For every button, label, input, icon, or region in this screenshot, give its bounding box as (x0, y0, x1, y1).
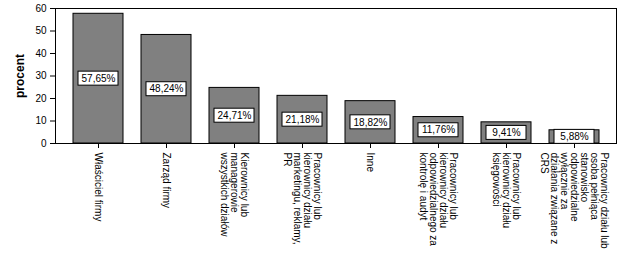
svg-text:9,41%: 9,41% (492, 127, 520, 138)
svg-text:0: 0 (41, 138, 47, 149)
svg-text:21,18%: 21,18% (286, 114, 320, 125)
svg-text:18,82%: 18,82% (354, 117, 388, 128)
svg-text:Pracownicy lubkierownicy dział: Pracownicy lubkierownicy działumarketing… (282, 153, 323, 245)
svg-text:24,71%: 24,71% (218, 110, 252, 121)
svg-text:procent: procent (13, 54, 27, 98)
svg-text:10: 10 (35, 115, 47, 126)
svg-text:48,24%: 48,24% (150, 83, 184, 94)
svg-text:57,65%: 57,65% (82, 73, 116, 84)
svg-text:20: 20 (35, 93, 47, 104)
svg-text:40: 40 (35, 48, 47, 59)
svg-text:Kierownicy lubmanagerowiewszys: Kierownicy lubmanagerowiewszystkich dzia… (219, 152, 250, 238)
svg-text:11,76%: 11,76% (422, 124, 455, 135)
svg-text:Pracownicy działu lubosoba peł: Pracownicy działu lubosoba pełniącastano… (539, 152, 610, 250)
svg-text:30: 30 (35, 70, 47, 81)
svg-text:50: 50 (35, 25, 47, 36)
svg-text:Pracownicy lubkierownicy dział: Pracownicy lubkierownicy działuodpowiedz… (418, 153, 459, 247)
svg-text:Pracownicy lubkierownicy dział: Pracownicy lubkierownicy działuksięgowoś… (491, 153, 522, 229)
svg-text:Zarząd firmy: Zarząd firmy (161, 153, 172, 209)
svg-text:60: 60 (35, 3, 47, 14)
svg-text:Właściciel firmy: Właściciel firmy (93, 153, 104, 222)
svg-text:Inne: Inne (365, 153, 376, 173)
svg-text:5,88%: 5,88% (560, 131, 588, 142)
